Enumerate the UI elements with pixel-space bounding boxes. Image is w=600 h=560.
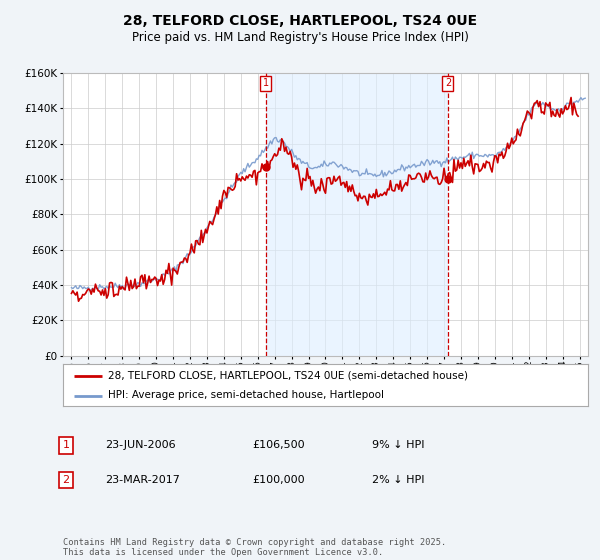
Text: 23-MAR-2017: 23-MAR-2017 <box>105 475 180 485</box>
Text: 23-JUN-2006: 23-JUN-2006 <box>105 440 176 450</box>
Text: 2% ↓ HPI: 2% ↓ HPI <box>372 475 425 485</box>
Text: 2: 2 <box>445 78 451 88</box>
Bar <box>266 73 448 356</box>
Text: Contains HM Land Registry data © Crown copyright and database right 2025.
This d: Contains HM Land Registry data © Crown c… <box>63 538 446 557</box>
Text: 28, TELFORD CLOSE, HARTLEPOOL, TS24 0UE: 28, TELFORD CLOSE, HARTLEPOOL, TS24 0UE <box>123 14 477 28</box>
Text: 28, TELFORD CLOSE, HARTLEPOOL, TS24 0UE (semi-detached house): 28, TELFORD CLOSE, HARTLEPOOL, TS24 0UE … <box>107 371 467 381</box>
Text: 9% ↓ HPI: 9% ↓ HPI <box>372 440 425 450</box>
Text: 1: 1 <box>62 440 70 450</box>
Text: Price paid vs. HM Land Registry's House Price Index (HPI): Price paid vs. HM Land Registry's House … <box>131 31 469 44</box>
Text: 1: 1 <box>263 78 269 88</box>
Text: £106,500: £106,500 <box>252 440 305 450</box>
Text: £100,000: £100,000 <box>252 475 305 485</box>
Text: HPI: Average price, semi-detached house, Hartlepool: HPI: Average price, semi-detached house,… <box>107 390 383 400</box>
Text: 2: 2 <box>62 475 70 485</box>
